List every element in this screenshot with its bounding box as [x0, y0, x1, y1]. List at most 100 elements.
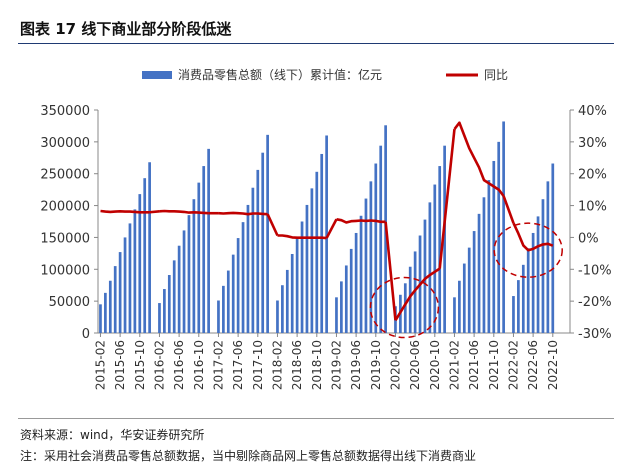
bar	[285, 269, 289, 333]
yoy-line-connector	[384, 221, 397, 321]
x-tick-label: 2018-10	[310, 340, 324, 390]
bar	[438, 166, 442, 333]
bar	[374, 163, 378, 333]
right-tick-label: 0%	[578, 231, 599, 246]
bar	[320, 153, 324, 333]
bar	[222, 285, 225, 333]
bar	[458, 280, 461, 333]
legend-bar-swatch	[142, 71, 172, 79]
bar	[364, 198, 368, 333]
bar	[187, 215, 191, 333]
bar	[359, 215, 363, 333]
bar	[290, 253, 294, 333]
bar	[138, 194, 142, 333]
bar	[502, 121, 505, 334]
x-tick-label: 2020-10	[428, 340, 442, 390]
bar	[182, 230, 186, 333]
bar-series	[99, 121, 555, 334]
bar	[202, 166, 206, 333]
left-tick-label: 0	[82, 327, 90, 342]
axes: 0 50000 100000 150000 200000 250000 300000 3500…	[40, 104, 611, 390]
x-tick-label: 2020-02	[388, 340, 402, 390]
right-tick-label: 20%	[578, 168, 607, 183]
right-tick-label: 10%	[578, 200, 607, 215]
yoy-line-connector	[438, 128, 456, 269]
bar	[517, 280, 520, 333]
bar	[462, 263, 466, 333]
bar	[403, 283, 407, 333]
bar	[158, 303, 161, 333]
bar	[266, 134, 269, 333]
bar	[541, 199, 545, 333]
bar	[172, 260, 176, 333]
x-tick-label: 2015-10	[133, 340, 147, 390]
yoy-line-segment	[218, 211, 268, 216]
bar	[207, 148, 210, 333]
x-tick-label: 2022-10	[546, 340, 560, 390]
right-tick-label: -20%	[578, 295, 612, 310]
bar	[369, 181, 373, 333]
bar	[310, 188, 314, 333]
yoy-line-segment	[159, 209, 209, 215]
yoy-line-connector	[266, 213, 279, 237]
left-tick-label: 300000	[40, 136, 90, 151]
bar	[177, 245, 181, 333]
bar	[344, 265, 348, 333]
x-tick-label: 2016-06	[172, 340, 186, 390]
left-tick-label: 150000	[40, 231, 90, 246]
bar	[246, 204, 250, 333]
x-tick-label: 2018-02	[270, 340, 284, 390]
bar	[492, 160, 496, 333]
bar	[167, 275, 171, 333]
bar	[349, 248, 353, 333]
yoy-line-segment	[394, 267, 441, 321]
x-tick-label: 2021-10	[487, 340, 501, 390]
x-tick-label: 2017-06	[231, 340, 245, 390]
bar	[276, 300, 279, 333]
left-tick-label: 350000	[40, 104, 90, 119]
bar	[226, 270, 230, 333]
bar	[546, 181, 550, 333]
bar	[108, 280, 112, 333]
bar	[467, 247, 471, 333]
bar	[497, 141, 501, 333]
bar	[521, 264, 525, 333]
right-tick-label: -10%	[578, 263, 612, 278]
x-tick-label: 2021-06	[467, 340, 481, 390]
bar	[261, 152, 265, 333]
figure-title: 图表 17 线下商业部分阶段低迷	[20, 20, 232, 38]
bar	[143, 178, 147, 333]
bar	[423, 219, 427, 333]
bar	[379, 145, 383, 333]
bar	[526, 248, 530, 333]
title-rule	[18, 43, 614, 44]
yoy-line-segment	[453, 121, 505, 197]
bar	[512, 296, 515, 333]
bar	[99, 304, 102, 333]
bar	[281, 285, 284, 333]
bar	[443, 145, 446, 333]
bar	[241, 222, 245, 333]
bar	[128, 223, 132, 333]
legend-line-label: 同比	[484, 68, 508, 82]
x-tick-label: 2020-06	[408, 340, 422, 390]
x-tick-label: 2015-02	[93, 340, 107, 390]
bar	[192, 199, 196, 333]
bar	[487, 180, 491, 333]
bar	[236, 238, 240, 333]
yoy-line-segment	[277, 234, 327, 240]
left-tick-label: 250000	[40, 168, 90, 183]
bar	[551, 163, 555, 333]
right-tick-label: -30%	[578, 327, 612, 342]
bar	[433, 184, 437, 333]
bar	[300, 221, 304, 333]
left-tick-label: 50000	[49, 295, 90, 310]
bar	[453, 297, 456, 333]
bar	[408, 266, 412, 333]
bar	[217, 300, 220, 333]
x-tick-label: 2019-02	[329, 340, 343, 390]
bar	[335, 297, 338, 333]
right-tick-label: 40%	[578, 104, 607, 119]
bar	[305, 204, 309, 333]
bar	[118, 252, 122, 333]
